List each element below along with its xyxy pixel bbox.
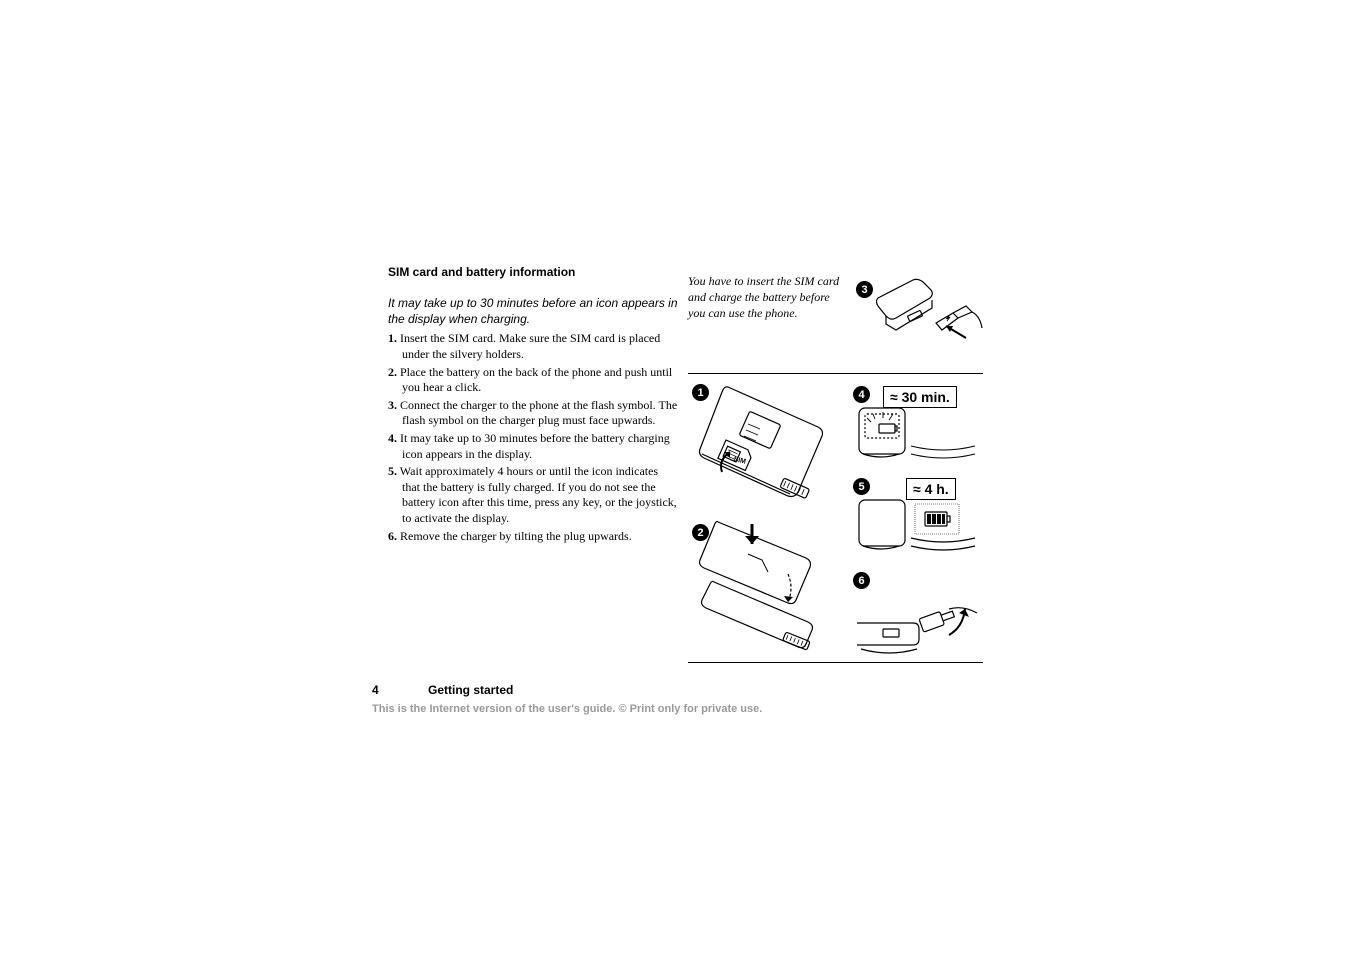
manual-page: SIM card and battery information It may … bbox=[372, 265, 982, 695]
step-5-text: Wait approximately 4 hours or until the … bbox=[400, 464, 677, 525]
page-footer: 4Getting started This is the Internet ve… bbox=[372, 683, 982, 715]
diagram-1-sim: SIM bbox=[688, 382, 838, 502]
step-4-text: It may take up to 30 minutes before the … bbox=[400, 431, 670, 461]
step-1-text: Insert the SIM card. Make sure the SIM c… bbox=[400, 331, 660, 361]
step-2-text: Place the battery on the back of the pho… bbox=[400, 365, 672, 395]
steps-list: 1. Insert the SIM card. Make sure the SI… bbox=[388, 331, 678, 544]
step-3-num: 3. bbox=[388, 398, 397, 412]
callout-1: 1 bbox=[692, 384, 709, 401]
step-6-text: Remove the charger by tilting the plug u… bbox=[400, 529, 632, 543]
diagram-3-charger-plug bbox=[858, 268, 983, 363]
left-column: SIM card and battery information It may … bbox=[388, 265, 678, 546]
step-1-num: 1. bbox=[388, 331, 397, 345]
charging-note: It may take up to 30 minutes before an i… bbox=[388, 295, 678, 327]
diagram-2-battery bbox=[688, 514, 838, 654]
diagram-grid: SIM 1 bbox=[688, 373, 983, 663]
diagram-3-svg bbox=[858, 268, 983, 363]
diagram-2-svg bbox=[688, 514, 838, 654]
callout-4: 4 bbox=[853, 386, 870, 403]
label-4h: ≈ 4 h. bbox=[906, 478, 956, 500]
callout-6: 6 bbox=[853, 572, 870, 589]
step-4: 4. It may take up to 30 minutes before t… bbox=[388, 431, 678, 462]
step-1: 1. Insert the SIM card. Make sure the SI… bbox=[388, 331, 678, 362]
step-2-num: 2. bbox=[388, 365, 397, 379]
step-3: 3. Connect the charger to the phone at t… bbox=[388, 398, 678, 429]
step-6-num: 6. bbox=[388, 529, 397, 543]
footer-disclaimer: This is the Internet version of the user… bbox=[372, 703, 982, 715]
step-5: 5. Wait approximately 4 hours or until t… bbox=[388, 464, 678, 526]
diagram-1-svg: SIM bbox=[688, 382, 838, 502]
step-4-num: 4. bbox=[388, 431, 397, 445]
step-5-num: 5. bbox=[388, 464, 397, 478]
callout-5: 5 bbox=[853, 478, 870, 495]
step-6: 6. Remove the charger by tilting the plu… bbox=[388, 529, 678, 545]
step-3-text: Connect the charger to the phone at the … bbox=[400, 398, 677, 428]
callout-3: 3 bbox=[856, 281, 873, 298]
footer-section-title: Getting started bbox=[428, 683, 513, 697]
label-30min: ≈ 30 min. bbox=[883, 386, 957, 408]
step-2: 2. Place the battery on the back of the … bbox=[388, 365, 678, 396]
diagram-6-svg bbox=[853, 569, 983, 659]
callout-2: 2 bbox=[692, 524, 709, 541]
section-heading: SIM card and battery information bbox=[388, 265, 678, 279]
diagram-6-remove bbox=[853, 569, 983, 659]
page-number: 4 bbox=[372, 683, 428, 697]
intro-caption: You have to insert the SIM card and char… bbox=[688, 273, 848, 322]
footer-top-line: 4Getting started bbox=[372, 683, 982, 697]
right-column: You have to insert the SIM card and char… bbox=[688, 273, 983, 322]
